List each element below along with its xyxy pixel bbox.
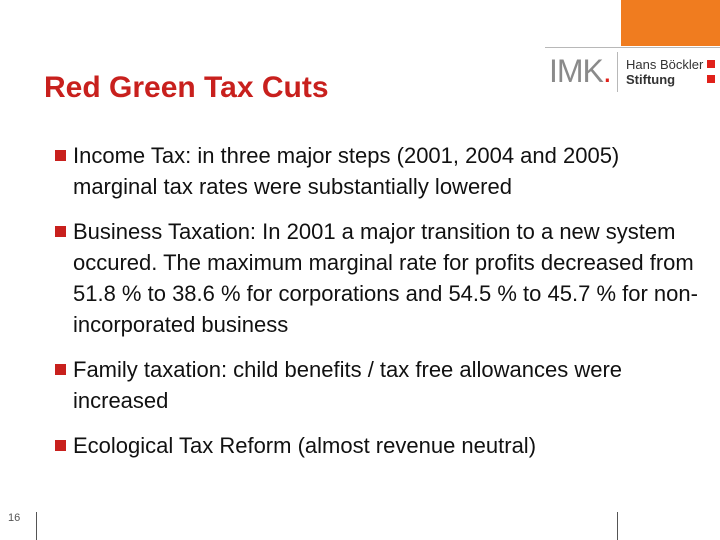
slide-title: Red Green Tax Cuts xyxy=(44,71,329,104)
imk-letters: IMK xyxy=(549,53,604,89)
imk-logo-text: IMK. xyxy=(549,53,612,89)
logo-red-square-icon xyxy=(707,60,715,68)
logo-red-square-icon xyxy=(707,75,715,83)
imk-hans-boeckler-logo: IMK. Hans Böckler Stiftung xyxy=(545,47,720,97)
footer-rule-right xyxy=(617,512,618,540)
logo-top-rule xyxy=(545,47,720,48)
page-number: 16 xyxy=(8,512,21,524)
foundation-line-1: Hans Böckler xyxy=(626,57,704,72)
footer-rule-left xyxy=(36,512,37,540)
bullet-item: Income Tax: in three major steps (2001, … xyxy=(55,140,705,202)
square-bullet-icon xyxy=(55,440,66,451)
square-bullet-icon xyxy=(55,150,66,161)
bullet-item: Family taxation: child benefits / tax fr… xyxy=(55,354,705,416)
bullet-text: Income Tax: in three major steps (2001, … xyxy=(73,143,620,199)
square-bullet-icon xyxy=(55,364,66,375)
bullet-text: Business Taxation: In 2001 a major trans… xyxy=(73,219,698,337)
bullet-item: Business Taxation: In 2001 a major trans… xyxy=(55,216,705,340)
foundation-name: Hans Böckler Stiftung xyxy=(626,57,703,87)
bullet-text: Family taxation: child benefits / tax fr… xyxy=(73,357,623,413)
foundation-line-2: Stiftung xyxy=(626,72,676,87)
bullet-item: Ecological Tax Reform (almost revenue ne… xyxy=(55,430,705,461)
square-bullet-icon xyxy=(55,226,66,237)
logo-divider xyxy=(617,52,618,92)
bullet-text: Ecological Tax Reform (almost revenue ne… xyxy=(73,433,537,458)
bullet-list: Income Tax: in three major steps (2001, … xyxy=(55,140,705,475)
orange-accent-block xyxy=(621,0,720,46)
imk-dot: . xyxy=(602,53,612,89)
